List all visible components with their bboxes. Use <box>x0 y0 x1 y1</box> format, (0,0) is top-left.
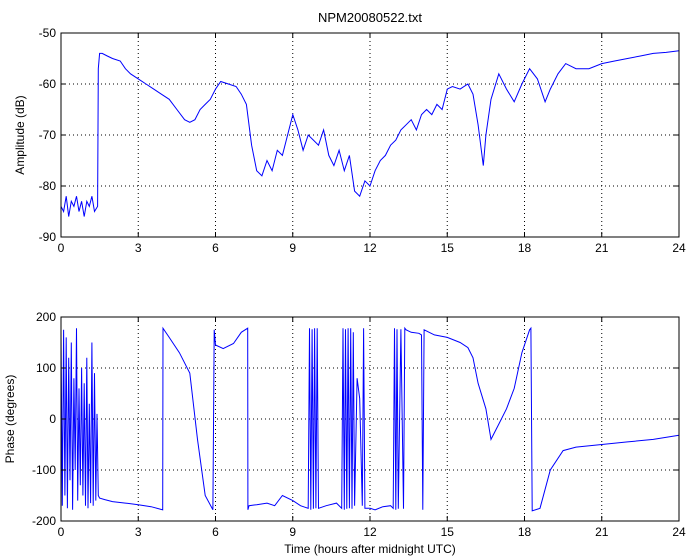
y-tick-label: 200 <box>36 310 56 324</box>
x-tick-label: 12 <box>363 525 377 539</box>
phase-chart-xlabel: Time (hours after midnight UTC) <box>284 542 456 556</box>
phase-series-line <box>60 326 680 512</box>
x-tick-label: 24 <box>672 241 686 255</box>
phase-chart-grid <box>61 317 679 521</box>
x-tick-label: 21 <box>595 241 609 255</box>
phase-chart-ylabel: Phase (degrees) <box>3 375 17 464</box>
x-tick-label: 9 <box>289 241 296 255</box>
x-tick-label: 21 <box>595 525 609 539</box>
y-tick-label: -200 <box>32 514 56 528</box>
y-tick-label: 0 <box>49 412 56 426</box>
y-tick-label: -70 <box>39 128 57 142</box>
y-tick-label: -60 <box>39 77 57 91</box>
y-tick-label: -100 <box>32 463 56 477</box>
phase-chart: 0 3 6 9 12 15 18 21 24 -200 -100 0 100 200 Phase (deg… <box>3 310 686 556</box>
y-tick-label: 100 <box>36 361 56 375</box>
x-tick-label: 24 <box>672 525 686 539</box>
phase-chart-ticks: 0 3 6 9 12 15 18 21 24 -200 -100 0 100 200 <box>32 310 686 539</box>
x-tick-label: 12 <box>363 241 377 255</box>
amplitude-chart-ylabel: Amplitude (dB) <box>13 95 27 174</box>
x-tick-label: 3 <box>135 241 142 255</box>
x-tick-label: 18 <box>518 241 532 255</box>
y-tick-label: -50 <box>39 26 57 40</box>
amplitude-series-line <box>60 50 680 217</box>
y-tick-label: -90 <box>39 230 57 244</box>
x-tick-label: 3 <box>135 525 142 539</box>
x-tick-label: 6 <box>212 241 219 255</box>
x-tick-label: 15 <box>441 241 455 255</box>
amplitude-chart: NPM20080522.txt 0 3 6 9 12 15 18 21 24 -90 -80 -70 -… <box>13 10 686 255</box>
x-tick-label: 18 <box>518 525 532 539</box>
x-tick-label: 9 <box>289 525 296 539</box>
amplitude-chart-ticks: 0 3 6 9 12 15 18 21 24 -90 -80 -70 -60 -50 <box>39 26 686 255</box>
x-tick-label: 15 <box>441 525 455 539</box>
y-tick-label: -80 <box>39 179 57 193</box>
x-tick-label: 0 <box>58 241 65 255</box>
x-tick-label: 0 <box>58 525 65 539</box>
x-tick-label: 6 <box>212 525 219 539</box>
amplitude-chart-title: NPM20080522.txt <box>318 10 422 25</box>
